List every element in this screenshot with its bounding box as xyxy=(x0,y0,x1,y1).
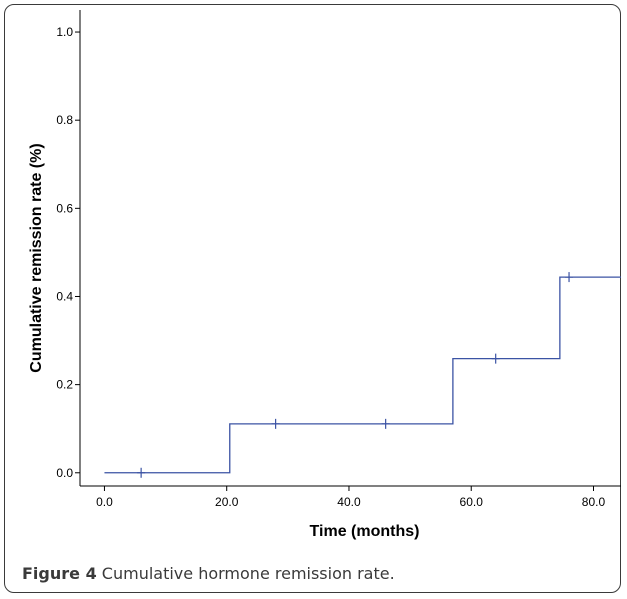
x-tick-label: 60.0 xyxy=(460,495,484,509)
figure-caption: Figure 4 Cumulative hormone remission ra… xyxy=(22,564,395,583)
y-tick-label: 0.6 xyxy=(56,201,73,215)
x-tick-label: 80.0 xyxy=(582,495,606,509)
y-tick-label: 0.2 xyxy=(56,378,73,392)
caption-label: Figure 4 xyxy=(22,564,97,583)
axes xyxy=(79,10,621,487)
y-tick-label: 0.8 xyxy=(56,113,73,127)
ticks: 0.0 0.2 0.4 0.6 0.8 1.0 0.0 20.0 40.0 60.0 80.0 xyxy=(56,25,605,509)
figure-frame xyxy=(4,4,621,593)
y-tick-label: 0.4 xyxy=(56,289,73,303)
y-tick-label: 0.0 xyxy=(56,466,73,480)
y-axis-title: Cumulative remission rate (%) xyxy=(28,143,45,372)
x-axis-title: Time (months) xyxy=(310,523,420,540)
x-tick-label: 40.0 xyxy=(337,495,361,509)
caption-period: . xyxy=(389,564,395,583)
caption-text: Cumulative hormone remission rate xyxy=(96,564,390,583)
series-group xyxy=(104,272,621,478)
y-tick-label: 1.0 xyxy=(56,25,73,39)
x-tick-label: 0.0 xyxy=(96,495,113,509)
km-chart: 0.0 0.2 0.4 0.6 0.8 1.0 0.0 20.0 40.0 60.0 80.0 Ti… xyxy=(28,10,621,540)
survival-step-line xyxy=(104,276,621,474)
x-tick-label: 20.0 xyxy=(215,495,239,509)
